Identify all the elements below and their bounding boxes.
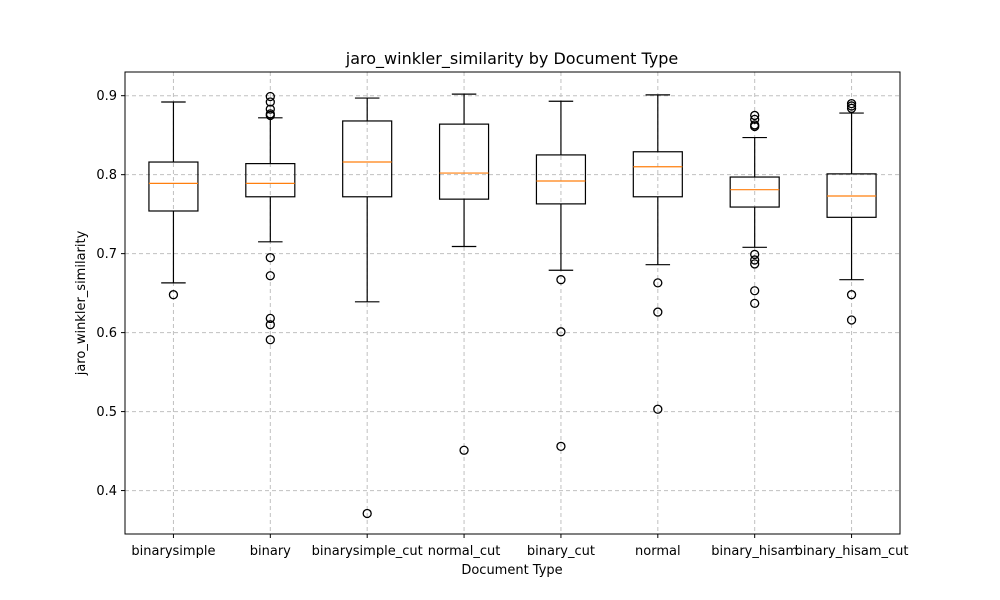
- outlier-point: [750, 110, 760, 121]
- outlier-point: [265, 335, 275, 345]
- axes: 0.4 0.5 0.6 0.7 0.8 0.9 binarysimple binary bina…: [96, 89, 908, 559]
- outlier-point: [750, 286, 760, 296]
- outlier-point: [750, 114, 760, 125]
- box-binary_hisam: [729, 110, 780, 309]
- grid: [125, 72, 900, 534]
- box-normal: [632, 94, 683, 414]
- outlier-point: [265, 104, 275, 114]
- x-tick-label: normal_cut: [428, 544, 501, 559]
- outlier-point: [362, 508, 372, 519]
- outlier-point: [846, 315, 857, 325]
- x-tick-label: binary: [250, 544, 291, 559]
- plot-boxes: [148, 91, 877, 519]
- outlier-point: [750, 249, 760, 260]
- y-axis-label: jaro_winkler_similarity: [74, 230, 89, 376]
- iqr-box: [342, 120, 393, 198]
- box-binary_cut: [535, 100, 587, 451]
- outlier-point: [168, 290, 179, 300]
- y-tick-label: 0.7: [96, 247, 117, 262]
- outlier-point: [750, 121, 760, 132]
- outlier-point: [265, 252, 275, 263]
- box-binarysimple: [148, 101, 199, 300]
- x-tick-label: binary_cut: [527, 544, 595, 559]
- outlier-point: [750, 255, 760, 265]
- iqr-box: [632, 151, 683, 198]
- outlier-point: [846, 103, 857, 113]
- outlier-point: [653, 404, 663, 414]
- outlier-point: [750, 298, 760, 309]
- y-tick-label: 0.5: [96, 405, 117, 420]
- outlier-point: [265, 313, 275, 324]
- outlier-point: [750, 259, 760, 269]
- iqr-box: [438, 123, 490, 200]
- x-tick-label: binary_hisam: [711, 544, 798, 559]
- y-tick-label: 0.9: [96, 89, 117, 104]
- box-binary: [245, 91, 296, 345]
- outlier-point: [653, 307, 663, 317]
- y-tick-label: 0.4: [96, 484, 117, 499]
- outlier-point: [556, 441, 566, 451]
- x-tick-label: binarysimple_cut: [312, 544, 423, 559]
- iqr-box: [535, 154, 587, 205]
- iqr-box: [729, 176, 780, 208]
- outlier-point: [265, 320, 275, 330]
- outlier-point: [265, 97, 275, 107]
- chart-title: jaro_winkler_similarity by Document Type: [345, 49, 678, 69]
- outlier-point: [459, 445, 469, 455]
- outlier-point: [653, 278, 663, 288]
- y-tick-label: 0.6: [96, 326, 117, 341]
- y-tick-label: 0.8: [96, 168, 117, 183]
- box-binarysimple_cut: [342, 97, 393, 519]
- box-binary_hisam_cut: [826, 98, 877, 325]
- outlier-point: [265, 110, 275, 121]
- outlier-point: [846, 290, 857, 300]
- x-tick-label: normal: [635, 544, 681, 559]
- x-tick-label: binary_hisam_cut: [795, 544, 909, 559]
- outlier-point: [265, 271, 275, 281]
- iqr-box: [148, 161, 199, 212]
- x-axis-label: Document Type: [461, 563, 562, 578]
- outlier-point: [265, 91, 275, 102]
- x-tick-label: binarysimple: [131, 544, 215, 559]
- plot-area-frame: [124, 71, 901, 535]
- iqr-box: [245, 163, 296, 198]
- outlier-point: [556, 275, 566, 285]
- outlier-point: [556, 327, 566, 337]
- box-normal_cut: [438, 93, 490, 455]
